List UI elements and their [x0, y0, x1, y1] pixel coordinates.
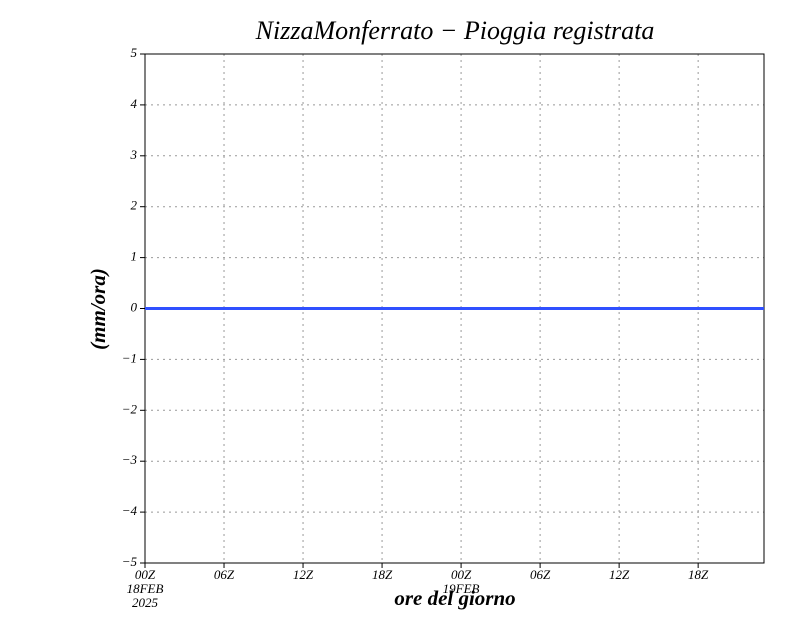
y-tick-label: −1	[122, 350, 137, 365]
y-tick-label: −5	[122, 554, 138, 569]
x-date-label: 19FEB	[443, 581, 480, 596]
x-tick-label: 00Z	[135, 567, 156, 582]
x-year-label: 2025	[132, 595, 159, 610]
y-tick-label: 3	[130, 147, 138, 162]
x-tick-label: 00Z	[451, 567, 472, 582]
x-axis-label: ore del giorno	[394, 586, 515, 610]
y-tick-label: −4	[122, 503, 138, 518]
y-tick-label: 4	[131, 96, 138, 111]
y-tick-label: −3	[122, 452, 138, 467]
y-tick-label: 5	[131, 45, 138, 60]
y-axis-label: (mm/ora)	[86, 268, 110, 350]
y-tick-label: −2	[122, 401, 138, 416]
y-tick-label: 2	[131, 198, 138, 213]
x-tick-label: 06Z	[530, 567, 551, 582]
x-date-label: 18FEB	[127, 581, 164, 596]
y-tick-label: 0	[131, 299, 138, 314]
chart-title: NizzaMonferrato − Pioggia registrata	[255, 16, 655, 45]
y-tick-label: 1	[131, 249, 138, 264]
x-tick-label: 12Z	[609, 567, 630, 582]
x-tick-label: 12Z	[293, 567, 314, 582]
x-tick-label: 06Z	[214, 567, 235, 582]
x-tick-label: 18Z	[688, 567, 709, 582]
x-tick-label: 18Z	[372, 567, 393, 582]
